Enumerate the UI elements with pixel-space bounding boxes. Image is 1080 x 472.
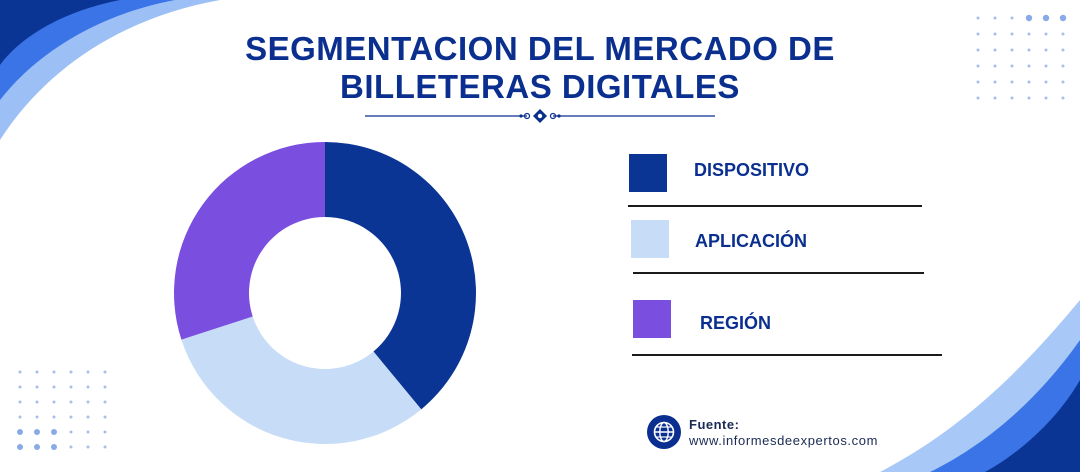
legend-swatch-aplicacion <box>631 220 669 258</box>
page-title: SEGMENTACION DEL MERCADO DE BILLETERAS D… <box>0 30 1080 106</box>
decorative-dot <box>103 385 107 389</box>
decorative-dot <box>35 400 39 404</box>
decorative-dot <box>69 415 73 419</box>
decorative-dot <box>976 80 980 84</box>
decorative-dot <box>1061 80 1065 84</box>
decorative-dot <box>1061 64 1065 68</box>
title-ornament <box>365 109 715 123</box>
decorative-dot <box>1044 96 1048 100</box>
decorative-dot <box>34 429 40 435</box>
decorative-dot <box>86 445 90 449</box>
decorative-dot <box>1027 32 1031 36</box>
decorative-dot <box>1044 64 1048 68</box>
decorative-dot <box>976 16 980 20</box>
decorative-dot <box>1027 80 1031 84</box>
decorative-dot <box>993 48 997 52</box>
decorative-dot <box>1010 16 1014 20</box>
decorative-dot <box>86 400 90 404</box>
decorative-dot <box>1010 96 1014 100</box>
source-url[interactable]: www.informesdeexpertos.com <box>689 433 878 448</box>
source-label: Fuente: <box>689 417 740 432</box>
donut-chart <box>173 142 476 445</box>
decorative-dot <box>69 370 73 374</box>
decorative-dot <box>18 385 22 389</box>
decorative-dot <box>103 430 107 434</box>
decorative-dot <box>86 430 90 434</box>
decorative-dot <box>993 96 997 100</box>
donut-slice-aplicación <box>181 316 422 445</box>
decorative-dot <box>52 415 56 419</box>
decorative-dot <box>52 370 56 374</box>
decorative-dot <box>69 385 73 389</box>
bottom-right-wave-dark <box>985 380 1080 472</box>
decorative-dot <box>17 429 23 435</box>
donut-slice-región <box>173 142 325 340</box>
decorative-dot <box>69 430 73 434</box>
decorative-dot <box>1027 96 1031 100</box>
legend-divider <box>633 272 924 274</box>
decorative-dot <box>18 400 22 404</box>
decorative-dot <box>1025 14 1033 22</box>
decorative-dot <box>69 400 73 404</box>
decorative-dot <box>86 370 90 374</box>
top-left-wave-dark <box>0 0 120 65</box>
decorative-dot <box>86 415 90 419</box>
decorative-dot <box>103 400 107 404</box>
decorative-dot <box>993 80 997 84</box>
decorative-dot <box>52 400 56 404</box>
legend-label-aplicacion: APLICACIÓN <box>695 231 807 251</box>
decorative-dot <box>1010 48 1014 52</box>
decorative-dot <box>1027 48 1031 52</box>
decorative-dot <box>35 415 39 419</box>
legend-swatch-dispositivo <box>629 154 667 192</box>
decorative-dot <box>35 370 39 374</box>
decorative-dot <box>51 429 57 435</box>
title-line-2: BILLETERAS DIGITALES <box>340 68 740 105</box>
decorative-dot <box>1044 48 1048 52</box>
decorative-dot <box>1044 32 1048 36</box>
donut-slice-dispositivo <box>325 142 476 410</box>
decorative-dot <box>1042 14 1050 22</box>
decorative-dot <box>1027 64 1031 68</box>
decorative-dot <box>18 415 22 419</box>
legend-divider <box>632 354 942 356</box>
decorative-dot <box>69 445 73 449</box>
legend-label-dispositivo: DISPOSITIVO <box>694 160 810 180</box>
decorative-dot <box>86 385 90 389</box>
decorative-dot <box>1059 14 1067 22</box>
decorative-dot <box>103 370 107 374</box>
decorative-dot <box>18 370 22 374</box>
decorative-dot <box>976 96 980 100</box>
globe-icon <box>647 415 681 449</box>
decorative-dot <box>1061 96 1065 100</box>
decorative-dot <box>34 444 40 450</box>
decorative-dot <box>1044 80 1048 84</box>
dot-grid-bottom-left <box>17 370 107 450</box>
decorative-dot <box>1010 64 1014 68</box>
decorative-dot <box>1010 32 1014 36</box>
decorative-dot <box>52 385 56 389</box>
decorative-dot <box>1061 32 1065 36</box>
decorative-dot <box>17 444 23 450</box>
decorative-dot <box>976 48 980 52</box>
decorative-dot <box>1010 80 1014 84</box>
decorative-dot <box>35 385 39 389</box>
decorative-dot <box>51 444 57 450</box>
decorative-dot <box>103 445 107 449</box>
decorative-dot <box>976 64 980 68</box>
legend-divider <box>628 205 922 207</box>
decorative-dot <box>993 64 997 68</box>
dot-grid-top-right <box>976 14 1067 100</box>
legend-swatch-region <box>633 300 671 338</box>
decorative-dot <box>993 32 997 36</box>
decorative-dot <box>1061 48 1065 52</box>
decorative-dot <box>103 415 107 419</box>
decorative-dot <box>993 16 997 20</box>
decorative-dot <box>976 32 980 36</box>
legend-label-region: REGIÓN <box>700 313 772 333</box>
title-line-1: SEGMENTACION DEL MERCADO DE <box>245 30 835 67</box>
